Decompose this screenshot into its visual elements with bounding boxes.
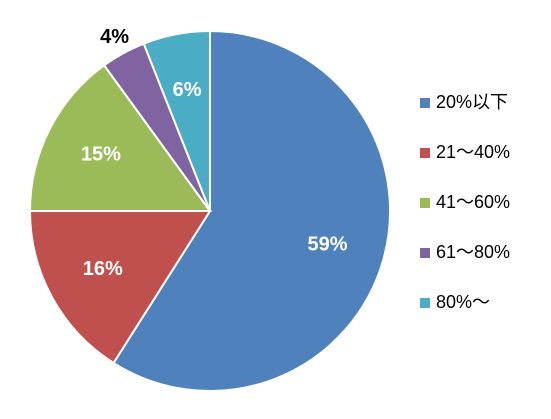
pie-slice [112, 29, 391, 392]
pie-slice [28, 210, 212, 365]
data-label: 6% [173, 79, 202, 101]
legend-label: 80%～ [436, 292, 490, 312]
legend-swatch [420, 148, 430, 158]
pie-slice [142, 29, 211, 212]
legend-label: 41～60% [436, 192, 510, 212]
legend-label: 20%以下 [436, 92, 508, 112]
data-label: 15% [81, 144, 121, 166]
legend-swatch [420, 198, 430, 208]
legend-label: 21～40% [436, 142, 510, 162]
legend-swatch [420, 98, 430, 108]
legend-label: 61～80% [436, 242, 510, 262]
data-label: 59% [308, 233, 348, 255]
legend-swatch [420, 248, 430, 258]
pie-slice [28, 63, 212, 212]
legend-swatch [420, 298, 430, 308]
data-label: 4% [100, 26, 129, 48]
data-label: 16% [83, 258, 123, 280]
